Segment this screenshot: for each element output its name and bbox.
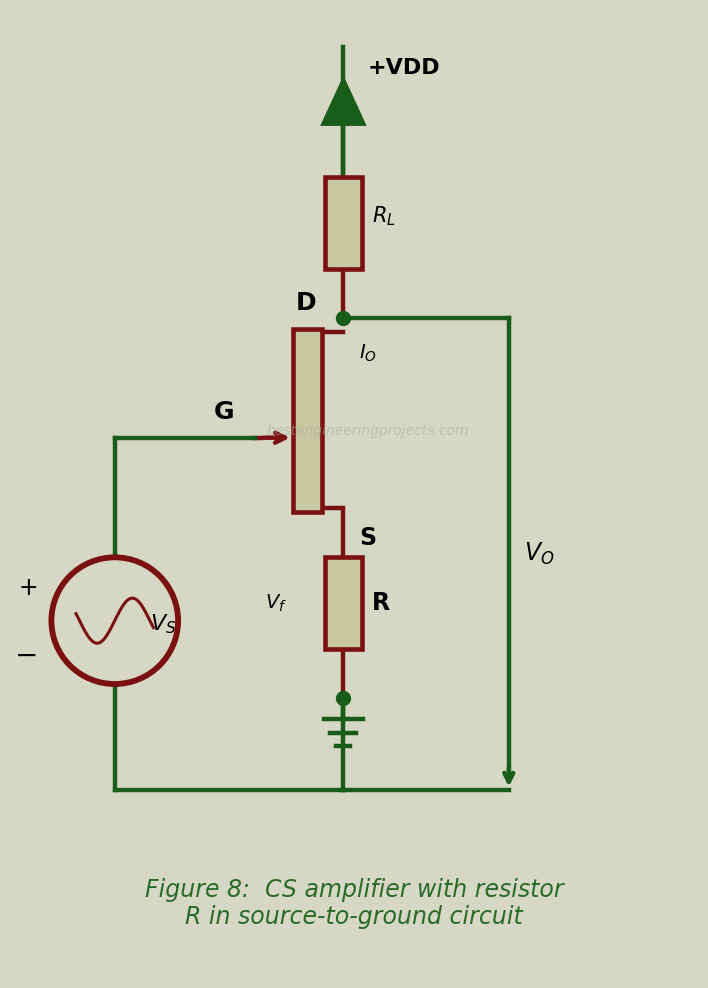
Text: +: + — [19, 576, 39, 600]
Text: +VDD: +VDD — [368, 58, 440, 78]
Text: bestengineeringprojects.com: bestengineeringprojects.com — [267, 424, 469, 438]
Text: $I_O$: $I_O$ — [359, 343, 377, 364]
Polygon shape — [322, 79, 365, 124]
Text: S: S — [359, 526, 376, 549]
Text: D: D — [296, 290, 316, 314]
Text: G: G — [214, 399, 234, 424]
Circle shape — [52, 557, 178, 684]
FancyBboxPatch shape — [325, 177, 362, 269]
Text: Figure 8:  CS amplifier with resistor
R in source-to-ground circuit: Figure 8: CS amplifier with resistor R i… — [144, 877, 564, 930]
FancyBboxPatch shape — [293, 329, 322, 512]
Text: $V_S$: $V_S$ — [149, 612, 176, 635]
Text: $R_L$: $R_L$ — [372, 205, 396, 228]
Text: −: − — [16, 641, 39, 670]
FancyBboxPatch shape — [325, 557, 362, 649]
Text: $V_O$: $V_O$ — [525, 540, 555, 567]
Text: R: R — [372, 591, 390, 616]
Text: $V_f$: $V_f$ — [265, 593, 287, 614]
